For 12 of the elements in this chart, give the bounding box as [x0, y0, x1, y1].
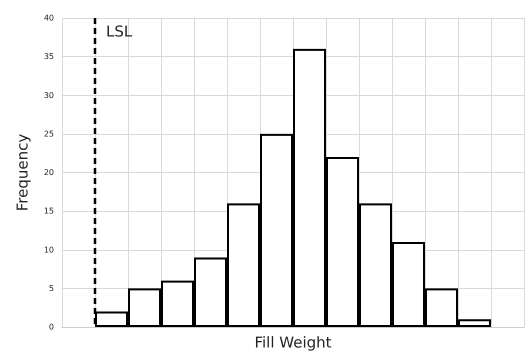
y-tick-label: 10	[44, 245, 54, 254]
y-tick-label: 35	[44, 52, 54, 62]
y-tick-label: 15	[44, 206, 54, 216]
text: LSL	[106, 22, 132, 40]
y-tick-label: 30	[44, 90, 54, 100]
y-tick-label: 25	[44, 129, 54, 138]
y-axis-title: Frequency	[14, 134, 32, 212]
y-tick-label: 0	[48, 322, 54, 332]
x-axis-title: Fill Weight	[254, 334, 332, 352]
y-tick-label: 5	[48, 284, 54, 293]
y-tick-label: 20	[44, 168, 54, 177]
y-tick-label: 40	[44, 14, 54, 22]
